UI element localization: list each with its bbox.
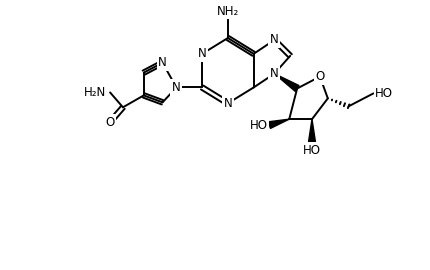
Text: N: N bbox=[172, 81, 181, 94]
Text: NH₂: NH₂ bbox=[217, 5, 239, 18]
Text: O: O bbox=[315, 70, 325, 83]
Text: HO: HO bbox=[249, 119, 267, 131]
Polygon shape bbox=[274, 74, 299, 91]
Text: N: N bbox=[270, 33, 279, 46]
Text: N: N bbox=[270, 67, 279, 80]
Text: O: O bbox=[105, 116, 115, 129]
Polygon shape bbox=[309, 119, 316, 142]
Text: HO: HO bbox=[303, 144, 321, 157]
Text: N: N bbox=[158, 56, 167, 69]
Text: N: N bbox=[198, 47, 206, 60]
Text: N: N bbox=[224, 97, 232, 110]
Text: H₂N: H₂N bbox=[84, 86, 106, 99]
Polygon shape bbox=[268, 119, 289, 129]
Text: HO: HO bbox=[375, 87, 393, 100]
